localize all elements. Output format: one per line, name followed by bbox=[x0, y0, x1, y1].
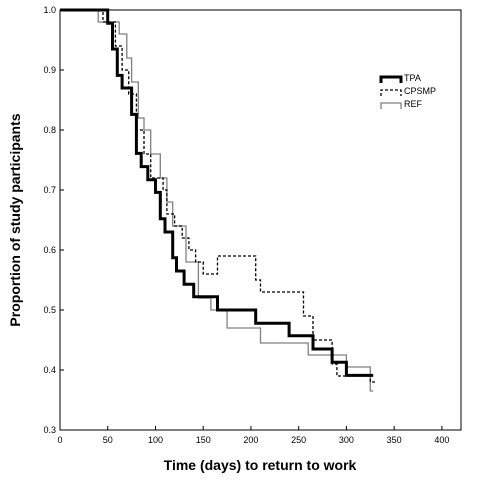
legend: TPA CPSMP REF bbox=[379, 73, 436, 109]
legend-label-cpsmp: CPSMP bbox=[404, 86, 436, 96]
x-tick-label: 100 bbox=[148, 435, 163, 445]
y-tick-label: 0.5 bbox=[43, 305, 56, 315]
legend-swatch-ref bbox=[380, 102, 402, 109]
legend-label-tpa: TPA bbox=[404, 73, 421, 83]
y-tick-label: 0.3 bbox=[43, 425, 56, 435]
x-tick-label: 150 bbox=[196, 435, 211, 445]
x-tick-label: 400 bbox=[434, 435, 449, 445]
legend-swatch-tpa bbox=[379, 75, 403, 83]
x-tick-label: 350 bbox=[387, 435, 402, 445]
series-line-ref bbox=[60, 9, 374, 392]
y-tick-label: 0.6 bbox=[43, 245, 56, 255]
legend-label-ref: REF bbox=[404, 99, 423, 109]
x-axis-title: Time (days) to return to work bbox=[164, 457, 357, 473]
x-tick-label: 200 bbox=[243, 435, 258, 445]
x-tick-label: 250 bbox=[291, 435, 306, 445]
plot-frame bbox=[59, 9, 462, 431]
x-axis: 0 50 100 150 200 250 300 350 400 bbox=[57, 426, 449, 445]
x-tick-label: 300 bbox=[339, 435, 354, 445]
x-tick-label: 50 bbox=[103, 435, 113, 445]
series-layer bbox=[60, 8, 376, 392]
x-tick-label: 0 bbox=[57, 435, 62, 445]
y-tick-label: 0.7 bbox=[43, 185, 56, 195]
y-tick-label: 1.0 bbox=[43, 5, 56, 15]
y-axis-title: Proportion of study participants bbox=[7, 113, 23, 326]
y-tick-label: 0.4 bbox=[43, 365, 56, 375]
y-tick-label: 0.9 bbox=[43, 65, 56, 75]
y-tick-label: 0.8 bbox=[43, 125, 56, 135]
series-line-tpa bbox=[60, 8, 374, 377]
y-axis: 0.3 0.4 0.5 0.6 0.7 0.8 0.9 1.0 bbox=[43, 5, 64, 435]
legend-swatch-cpsmp bbox=[380, 89, 402, 96]
series-line-cpsmp bbox=[60, 9, 376, 383]
